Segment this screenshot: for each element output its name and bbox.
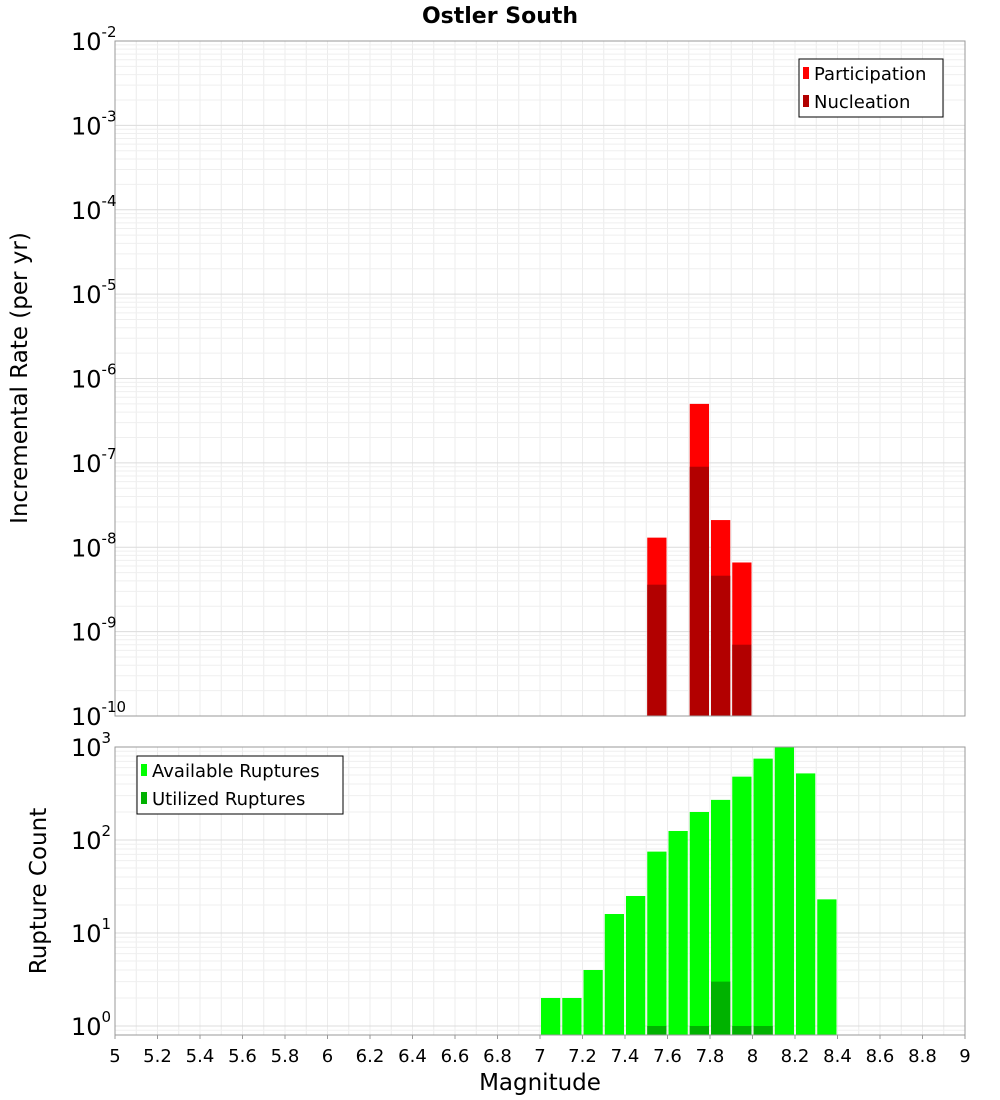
count-panel: 100 101 102 103 5 5.2 5.4 5.6 5.8 6 6.2 6.4 6.6 6.8 7… — [26, 729, 971, 1096]
x-tick-label: 8.2 — [781, 1046, 810, 1067]
x-tick-label: 5.8 — [271, 1046, 300, 1067]
y-tick-label: 103 — [71, 729, 111, 762]
x-tick-label: 6.8 — [483, 1046, 512, 1067]
x-axis-label: Magnitude — [479, 1070, 601, 1096]
bar-available-ruptures — [541, 997, 561, 1035]
legend-label: Available Ruptures — [152, 761, 320, 782]
legend-swatch — [141, 792, 147, 804]
bar-available-ruptures — [689, 812, 709, 1035]
x-tick-label: 6 — [322, 1046, 333, 1067]
legend-swatch — [803, 95, 809, 107]
y-tick-label: 10-9 — [71, 614, 117, 647]
y-tick-label: 10-2 — [71, 23, 117, 56]
bar-utilized-ruptures — [711, 981, 731, 1035]
y-tick-label: 102 — [71, 822, 111, 855]
bar-utilized-ruptures — [689, 1025, 709, 1035]
x-tick-label: 7.8 — [696, 1046, 725, 1067]
x-tick-label: 7.4 — [611, 1046, 640, 1067]
bar-utilized-ruptures — [647, 1025, 667, 1035]
rate-bars — [647, 403, 752, 716]
chart-title: Ostler South — [422, 4, 578, 29]
y-tick-label: 101 — [71, 915, 111, 948]
y-tick-label: 10-5 — [71, 276, 117, 309]
x-tick-label: 6.6 — [441, 1046, 470, 1067]
x-tick-label: 7.6 — [653, 1046, 682, 1067]
bar-available-ruptures — [626, 895, 646, 1035]
bar-nucleation — [689, 466, 709, 716]
magnitude-x-ticks: 5 5.2 5.4 5.6 5.8 6 6.2 6.4 6.6 6.8 7 7.2 7.4 7.6 7.8 8… — [109, 1035, 971, 1067]
legend-label: Utilized Ruptures — [152, 789, 305, 810]
bar-available-ruptures — [817, 899, 837, 1035]
bar-utilized-ruptures — [753, 1025, 773, 1035]
x-tick-label: 8.6 — [866, 1046, 895, 1067]
y-tick-label: 10-8 — [71, 529, 117, 562]
rate-y-axis-label: Incremental Rate (per yr) — [7, 232, 33, 524]
x-tick-label: 8.8 — [908, 1046, 937, 1067]
rate-y-ticks: 10-10 10-9 10-8 10-7 10-6 10-5 10-4 10-3 10-2 — [71, 23, 126, 731]
bar-available-ruptures — [668, 830, 688, 1035]
x-tick-label: 5.6 — [228, 1046, 257, 1067]
bar-available-ruptures — [562, 997, 582, 1035]
legend-label: Nucleation — [814, 92, 910, 113]
x-tick-label: 7 — [534, 1046, 545, 1067]
count-y-ticks: 100 101 102 103 — [71, 729, 111, 1041]
y-tick-label: 10-4 — [71, 192, 117, 225]
rate-plot-frame — [114, 40, 966, 717]
bar-nucleation — [732, 644, 752, 716]
y-tick-label: 10-3 — [71, 107, 117, 140]
x-tick-label: 7.2 — [568, 1046, 597, 1067]
bar-available-ruptures — [583, 969, 603, 1035]
y-tick-label: 10-7 — [71, 445, 117, 478]
y-tick-label: 10-10 — [71, 698, 126, 731]
bar-nucleation — [711, 575, 731, 716]
x-tick-label: 8.4 — [823, 1046, 852, 1067]
legend-box — [136, 755, 344, 815]
bar-available-ruptures — [604, 914, 624, 1035]
count-bars — [541, 747, 837, 1035]
bar-available-ruptures — [753, 758, 773, 1035]
x-tick-label: 6.2 — [356, 1046, 385, 1067]
x-tick-label: 5.4 — [186, 1046, 215, 1067]
legend-box — [798, 58, 944, 118]
x-tick-label: 9 — [959, 1046, 970, 1067]
legend-swatch — [141, 764, 147, 776]
count-legend: Available Ruptures Utilized Ruptures — [136, 755, 344, 815]
bar-available-ruptures — [647, 851, 667, 1035]
legend-swatch — [803, 67, 809, 79]
rate-legend: Participation Nucleation — [798, 58, 944, 118]
legend-label: Participation — [814, 64, 926, 85]
bar-available-ruptures — [774, 747, 794, 1035]
y-tick-label: 100 — [71, 1008, 111, 1041]
y-tick-label: 10-6 — [71, 361, 117, 394]
bar-utilized-ruptures — [732, 1025, 752, 1035]
rate-gridlines — [114, 40, 966, 717]
x-tick-label: 5.2 — [143, 1046, 172, 1067]
rate-panel: 10-10 10-9 10-8 10-7 10-6 10-5 10-4 10-3 10-2 In… — [7, 23, 966, 731]
x-tick-label: 6.4 — [398, 1046, 427, 1067]
x-tick-label: 5 — [109, 1046, 120, 1067]
count-y-axis-label: Rupture Count — [26, 808, 52, 974]
bar-available-ruptures — [732, 776, 752, 1035]
bar-available-ruptures — [796, 773, 816, 1035]
bar-available-ruptures — [711, 799, 731, 1035]
x-tick-label: 8 — [747, 1046, 758, 1067]
bar-nucleation — [647, 584, 667, 716]
